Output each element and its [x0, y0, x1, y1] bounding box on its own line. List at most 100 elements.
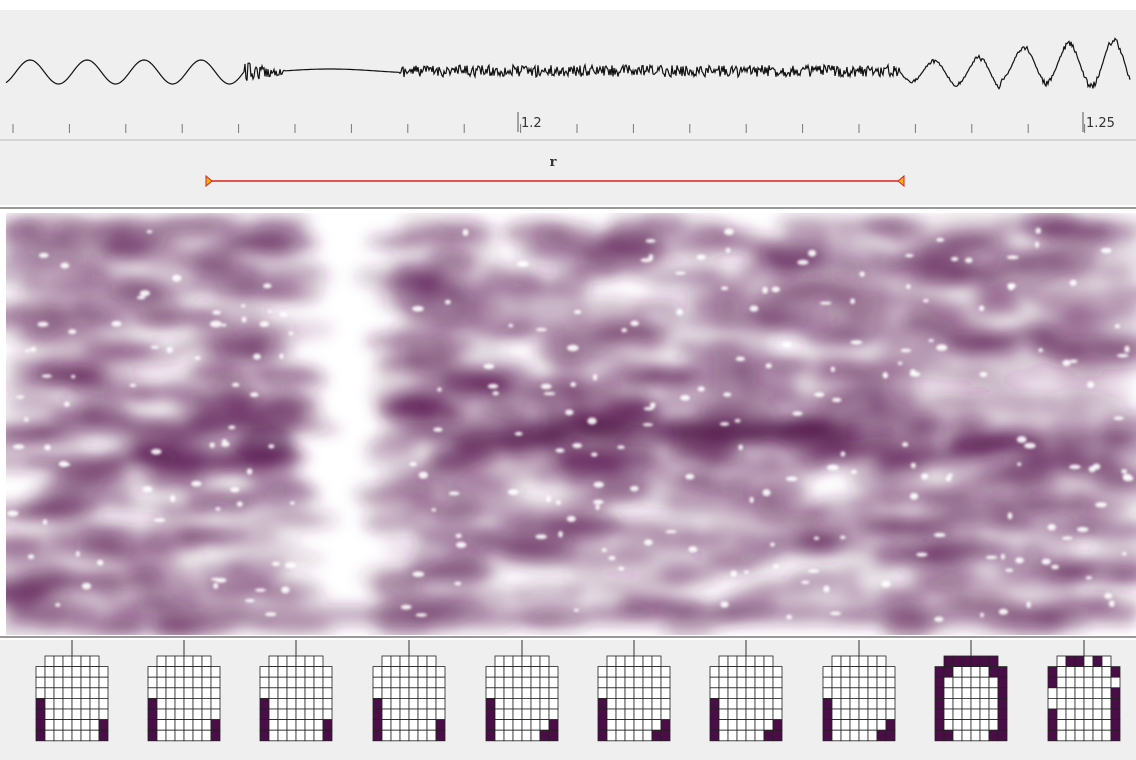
electrode: [409, 698, 418, 709]
electrode: [953, 688, 962, 699]
electrode: [90, 688, 99, 699]
electrode: [980, 667, 989, 678]
highlight: [1104, 593, 1112, 599]
electrode: [260, 688, 269, 699]
highlight: [591, 453, 598, 457]
highlight: [840, 536, 846, 539]
electrode: [710, 730, 719, 741]
electrode: [886, 677, 895, 688]
electrode: [998, 709, 1007, 720]
electrode: [296, 677, 305, 688]
electrode: [1102, 720, 1111, 731]
electrode: [998, 677, 1007, 688]
electrode: [193, 730, 202, 741]
electrode: [935, 720, 944, 731]
electrode: [202, 667, 211, 678]
highlight: [44, 445, 51, 451]
electrode: [832, 656, 841, 667]
electrode: [859, 656, 868, 667]
electrode: [625, 698, 634, 709]
electrode: [1102, 688, 1111, 699]
electrode: [184, 730, 193, 741]
highlight: [111, 321, 121, 327]
highlight: [750, 306, 759, 312]
highlight: [76, 551, 80, 557]
electrode: [373, 667, 382, 678]
highlight: [541, 384, 552, 390]
highlight: [247, 469, 252, 475]
electrode: [989, 677, 998, 688]
electrode: [1093, 667, 1102, 678]
electrode: [296, 730, 305, 741]
energy-blob: [738, 583, 781, 601]
highlight: [723, 392, 731, 396]
electrode: [400, 656, 409, 667]
electrode: [962, 677, 971, 688]
highlight: [649, 254, 654, 261]
electrode: [850, 667, 859, 678]
highlight: [544, 392, 556, 395]
electrode: [260, 730, 269, 741]
highlight: [750, 497, 754, 503]
electrode: [504, 720, 513, 731]
highlight: [980, 613, 984, 618]
electrode: [661, 698, 670, 709]
analysis-view: 1.2 1.25 r: [0, 0, 1136, 760]
highlight: [814, 537, 819, 540]
highlight: [488, 384, 498, 389]
highlight: [151, 346, 160, 349]
electrode: [54, 667, 63, 678]
energy-blob: [251, 232, 320, 255]
highlight: [1122, 552, 1126, 556]
electrode: [72, 667, 81, 678]
electrode: [305, 730, 314, 741]
electrode: [436, 677, 445, 688]
electrode: [418, 656, 427, 667]
electrode: [953, 677, 962, 688]
highlight: [279, 353, 283, 359]
highlight: [738, 445, 742, 451]
electrode: [661, 709, 670, 720]
electrode: [549, 709, 558, 720]
electrode: [625, 688, 634, 699]
energy-blob: [848, 368, 918, 390]
energy-blob: [263, 289, 320, 304]
energy-blob: [3, 357, 43, 371]
electrode: [382, 688, 391, 699]
highlight: [221, 441, 230, 446]
highlight: [786, 476, 798, 481]
energy-blob: [113, 417, 160, 429]
highlight: [433, 427, 442, 431]
electrode: [166, 698, 175, 709]
energy-blob: [741, 309, 811, 326]
electrode: [382, 720, 391, 731]
electrode: [1075, 709, 1084, 720]
electrode: [737, 720, 746, 731]
electrode: [971, 677, 980, 688]
energy-blob: [207, 373, 253, 389]
energy-blob: [595, 459, 674, 485]
highlight: [7, 511, 19, 517]
energy-blob: [745, 243, 785, 261]
highlight: [602, 548, 607, 552]
electrode: [45, 688, 54, 699]
electrode: [166, 677, 175, 688]
highlight: [290, 501, 294, 504]
electrode: [193, 709, 202, 720]
electrode: [504, 656, 513, 667]
electrode: [157, 698, 166, 709]
electrode: [305, 656, 314, 667]
electrode: [944, 688, 953, 699]
electrode: [598, 709, 607, 720]
electrode: [886, 698, 895, 709]
highlight: [1017, 462, 1021, 466]
highlight: [253, 354, 261, 360]
electrode: [427, 698, 436, 709]
electrode: [755, 698, 764, 709]
electrode: [495, 720, 504, 731]
highlight: [574, 609, 579, 612]
electrode: [90, 730, 99, 741]
highlight: [763, 489, 771, 496]
highlight: [643, 423, 654, 426]
electrode: [400, 677, 409, 688]
